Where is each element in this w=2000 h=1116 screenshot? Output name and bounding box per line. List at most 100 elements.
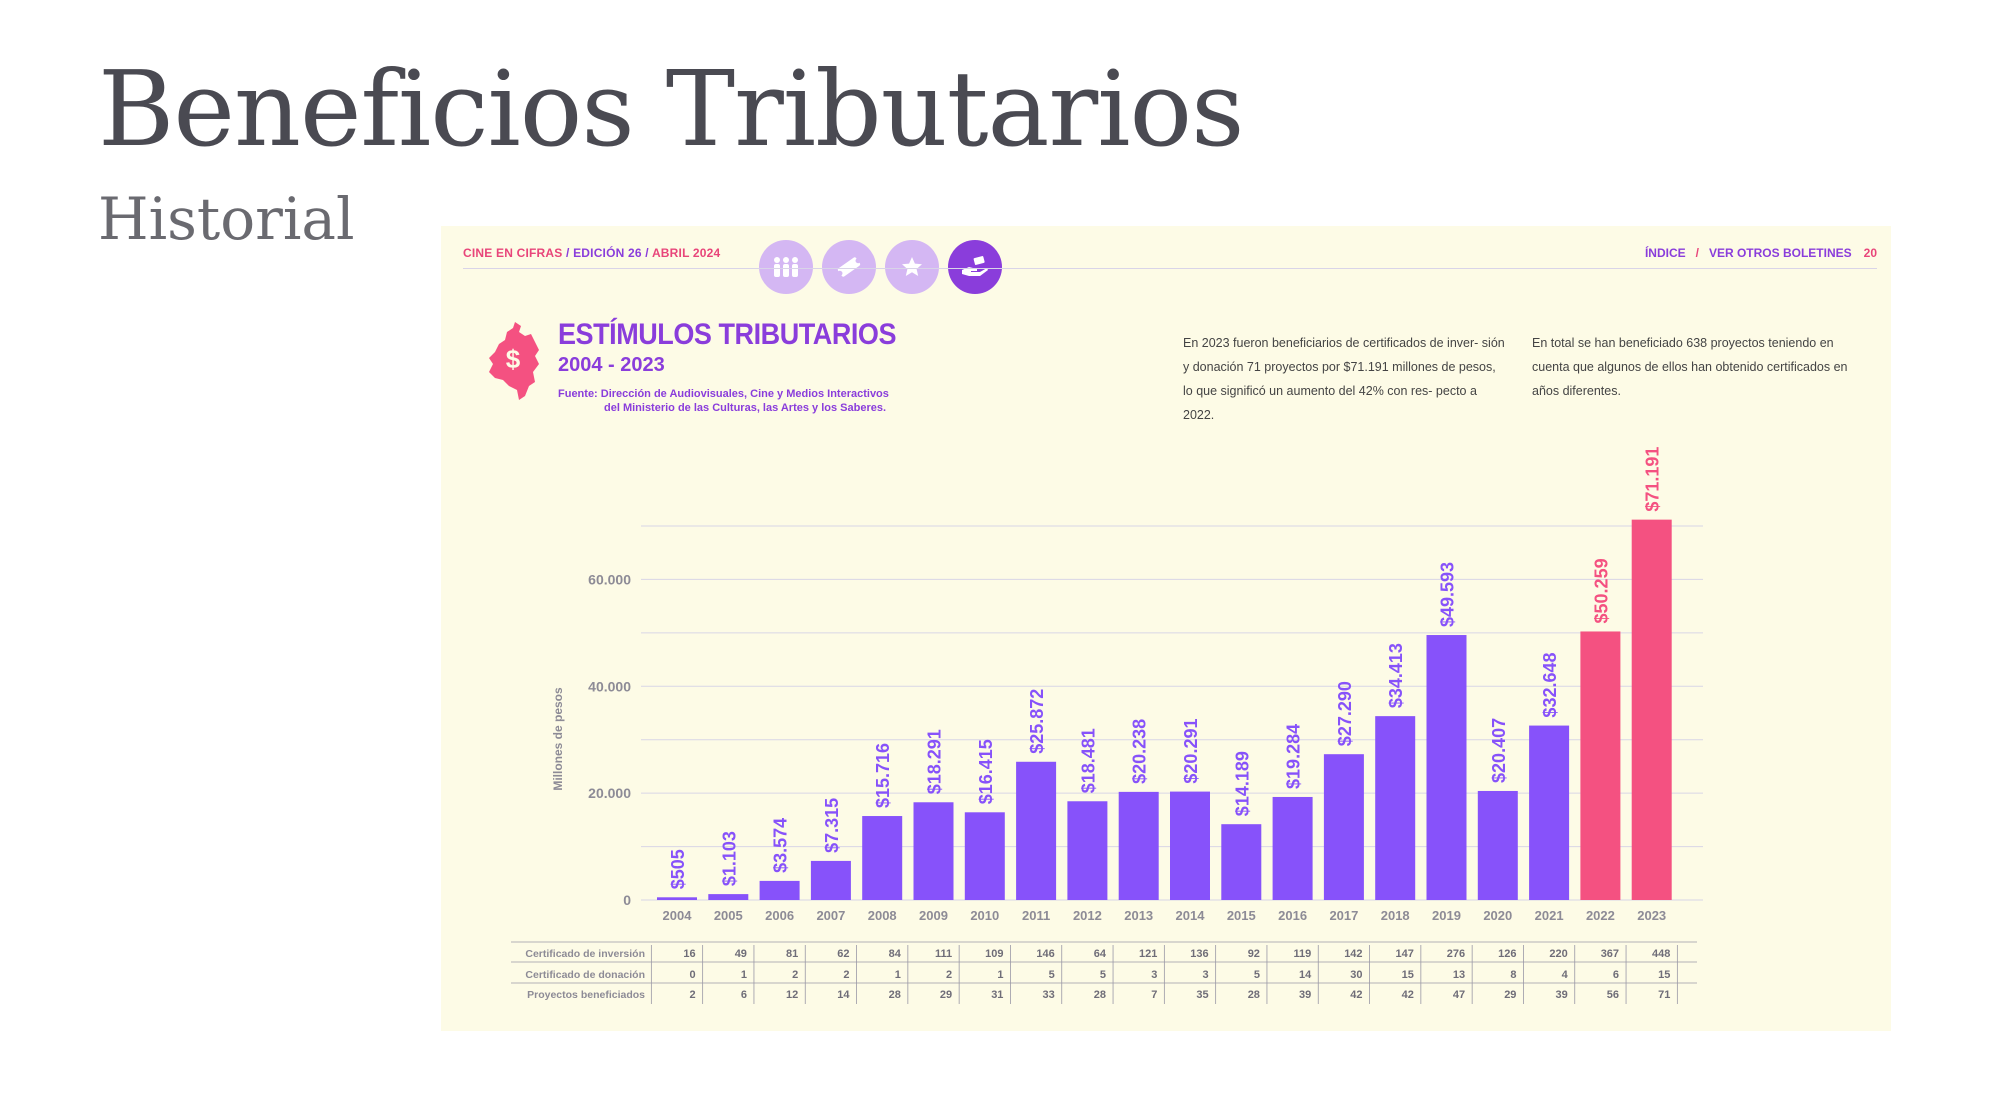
x-tick-label: 2014: [1176, 908, 1206, 923]
x-tick-label: 2004: [663, 908, 693, 923]
table-row-label: Certificado de donación: [525, 969, 645, 981]
hand-money-icon[interactable]: [948, 240, 1002, 294]
table-cell: 4: [1562, 969, 1569, 981]
table-row-label: Certificado de inversión: [525, 948, 645, 960]
table-cell: 16: [683, 948, 695, 960]
table-cell: 220: [1549, 948, 1567, 960]
value-label-2013: $20.238: [1130, 719, 1150, 784]
table-cell: 14: [837, 989, 850, 1001]
table-cell: 5: [1100, 969, 1106, 981]
bar-2011: [1016, 761, 1057, 900]
y-tick-label: 20.000: [588, 785, 631, 801]
table-cell: 31: [991, 989, 1003, 1001]
header-date: ABRIL 2024: [651, 246, 721, 260]
description-2023: En 2023 fueron beneficiarios de certific…: [1183, 335, 1505, 422]
table-cell: 6: [741, 989, 747, 1001]
index-link[interactable]: ÍNDICE: [1644, 246, 1686, 260]
source-line-1: Fuente: Dirección de Audiovisuales, Cine…: [558, 388, 889, 400]
infographic-panel: CINE EN CIFRAS / EDICIÓN 26 / ABRIL 2024…: [441, 226, 1891, 1031]
source-note: Fuente: Dirección de Audiovisuales, Cine…: [558, 387, 889, 415]
bar-2015: [1221, 824, 1262, 900]
table-cell: 28: [1094, 989, 1106, 1001]
ticket-icon[interactable]: [822, 240, 876, 294]
table-cell: 8: [1510, 969, 1516, 981]
table-cell: 1: [895, 969, 901, 981]
y-tick-label: 40.000: [588, 678, 631, 694]
value-label-2011: $25.872: [1027, 689, 1047, 754]
table-cell: 62: [837, 948, 849, 960]
header-publication[interactable]: CINE EN CIFRAS: [463, 246, 563, 260]
table-cell: 39: [1299, 989, 1311, 1001]
x-tick-label: 2020: [1483, 908, 1512, 923]
bar-2009: [913, 802, 954, 900]
map-dollar-symbol: $: [506, 344, 521, 374]
table-cell: 126: [1498, 948, 1516, 960]
x-tick-label: 2010: [970, 908, 999, 923]
x-tick-label: 2018: [1381, 908, 1410, 923]
x-tick-label: 2007: [816, 908, 845, 923]
header-separator: /: [1695, 246, 1699, 260]
table-cell: 367: [1601, 948, 1619, 960]
table-cell: 28: [1248, 989, 1260, 1001]
value-label-2012: $18.481: [1078, 728, 1098, 793]
source-line-2: del Ministerio de las Culturas, las Arte…: [604, 402, 887, 414]
table-cell: 39: [1556, 989, 1568, 1001]
table-cell: 47: [1453, 989, 1465, 1001]
bar-2010: [964, 812, 1005, 900]
header-breadcrumb: CINE EN CIFRAS / EDICIÓN 26 / ABRIL 2024: [463, 246, 720, 260]
table-cell: 111: [935, 948, 952, 960]
table-cell: 7: [1151, 989, 1157, 1001]
description-total: En total se han beneficiado 638 proyecto…: [1532, 335, 1848, 398]
x-tick-label: 2016: [1278, 908, 1307, 923]
bar-2007: [810, 860, 851, 900]
value-label-2020: $20.407: [1489, 718, 1509, 783]
section-nav: [759, 240, 1002, 294]
table-cell: 15: [1402, 969, 1414, 981]
bar-2014: [1170, 791, 1210, 900]
table-cell: 14: [1299, 969, 1312, 981]
value-label-2010: $16.415: [976, 739, 996, 804]
table-cell: 33: [1043, 989, 1055, 1001]
header-edition: / EDICIÓN 26 /: [562, 246, 652, 260]
table-cell: 3: [1203, 969, 1209, 981]
table-cell: 6: [1613, 969, 1619, 981]
table-row-label: Proyectos beneficiados: [527, 989, 645, 1001]
other-bulletins-link[interactable]: VER OTROS BOLETINES: [1708, 246, 1852, 260]
table-cell: 15: [1658, 969, 1670, 981]
bar-2022: [1580, 631, 1621, 900]
people-icon[interactable]: [759, 240, 813, 294]
y-axis-label: Millones de pesos: [551, 687, 565, 791]
table-cell: 71: [1658, 989, 1670, 1001]
table-cell: 29: [940, 989, 952, 1001]
bar-2019: [1426, 635, 1467, 900]
bar-2018: [1375, 716, 1416, 900]
table-cell: 121: [1139, 948, 1157, 960]
x-tick-label: 2011: [1022, 908, 1050, 923]
value-label-2018: $34.413: [1386, 643, 1406, 708]
table-cell: 92: [1248, 948, 1260, 960]
bar-2021: [1529, 725, 1570, 900]
value-label-2019: $49.593: [1438, 562, 1458, 627]
value-label-2022: $50.259: [1591, 558, 1611, 623]
bar-2017: [1323, 754, 1364, 900]
table-cell: 30: [1350, 969, 1362, 981]
table-cell: 2: [792, 969, 798, 981]
table-cell: 2: [690, 989, 696, 1001]
value-label-2007: $7.315: [822, 798, 842, 853]
infographic-title: ESTÍMULOS TRIBUTARIOS: [558, 318, 897, 351]
value-label-2014: $20.291: [1181, 719, 1201, 784]
table-cell: 42: [1402, 989, 1414, 1001]
value-label-2015: $14.189: [1232, 751, 1252, 816]
star-icon[interactable]: [885, 240, 939, 294]
colombia-map-icon: $: [489, 322, 539, 400]
table-cell: 109: [985, 948, 1003, 960]
table-cell: 119: [1294, 948, 1312, 960]
table-cell: 2: [946, 969, 952, 981]
header-links: ÍNDICE / VER OTROS BOLETINES 20: [1645, 246, 1877, 260]
x-tick-label: 2005: [714, 908, 743, 923]
table-cell: 5: [1254, 969, 1260, 981]
x-tick-label: 2013: [1124, 908, 1153, 923]
value-label-2008: $15.716: [873, 743, 893, 808]
x-tick-label: 2009: [919, 908, 948, 923]
x-tick-label: 2023: [1637, 908, 1666, 923]
